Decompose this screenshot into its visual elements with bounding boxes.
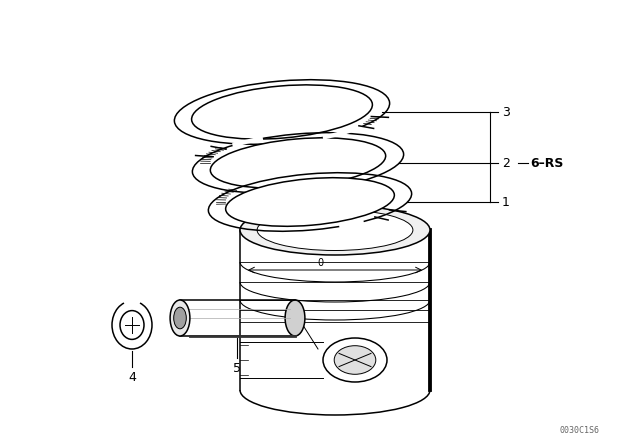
Text: 3: 3 [502, 105, 510, 119]
Ellipse shape [173, 307, 186, 329]
Ellipse shape [191, 85, 372, 139]
Ellipse shape [323, 338, 387, 382]
Ellipse shape [285, 300, 305, 336]
Text: 0030C1S6: 0030C1S6 [560, 426, 600, 435]
Ellipse shape [211, 138, 386, 188]
Text: 5: 5 [233, 362, 241, 375]
Ellipse shape [226, 178, 394, 226]
Text: 0: 0 [317, 258, 323, 268]
Ellipse shape [170, 300, 190, 336]
Text: 4: 4 [128, 371, 136, 384]
Ellipse shape [257, 210, 413, 250]
Ellipse shape [334, 346, 376, 374]
Text: 1: 1 [502, 195, 510, 208]
Text: 2: 2 [502, 156, 510, 169]
Text: 6–RS: 6–RS [530, 156, 563, 169]
Ellipse shape [240, 205, 430, 255]
